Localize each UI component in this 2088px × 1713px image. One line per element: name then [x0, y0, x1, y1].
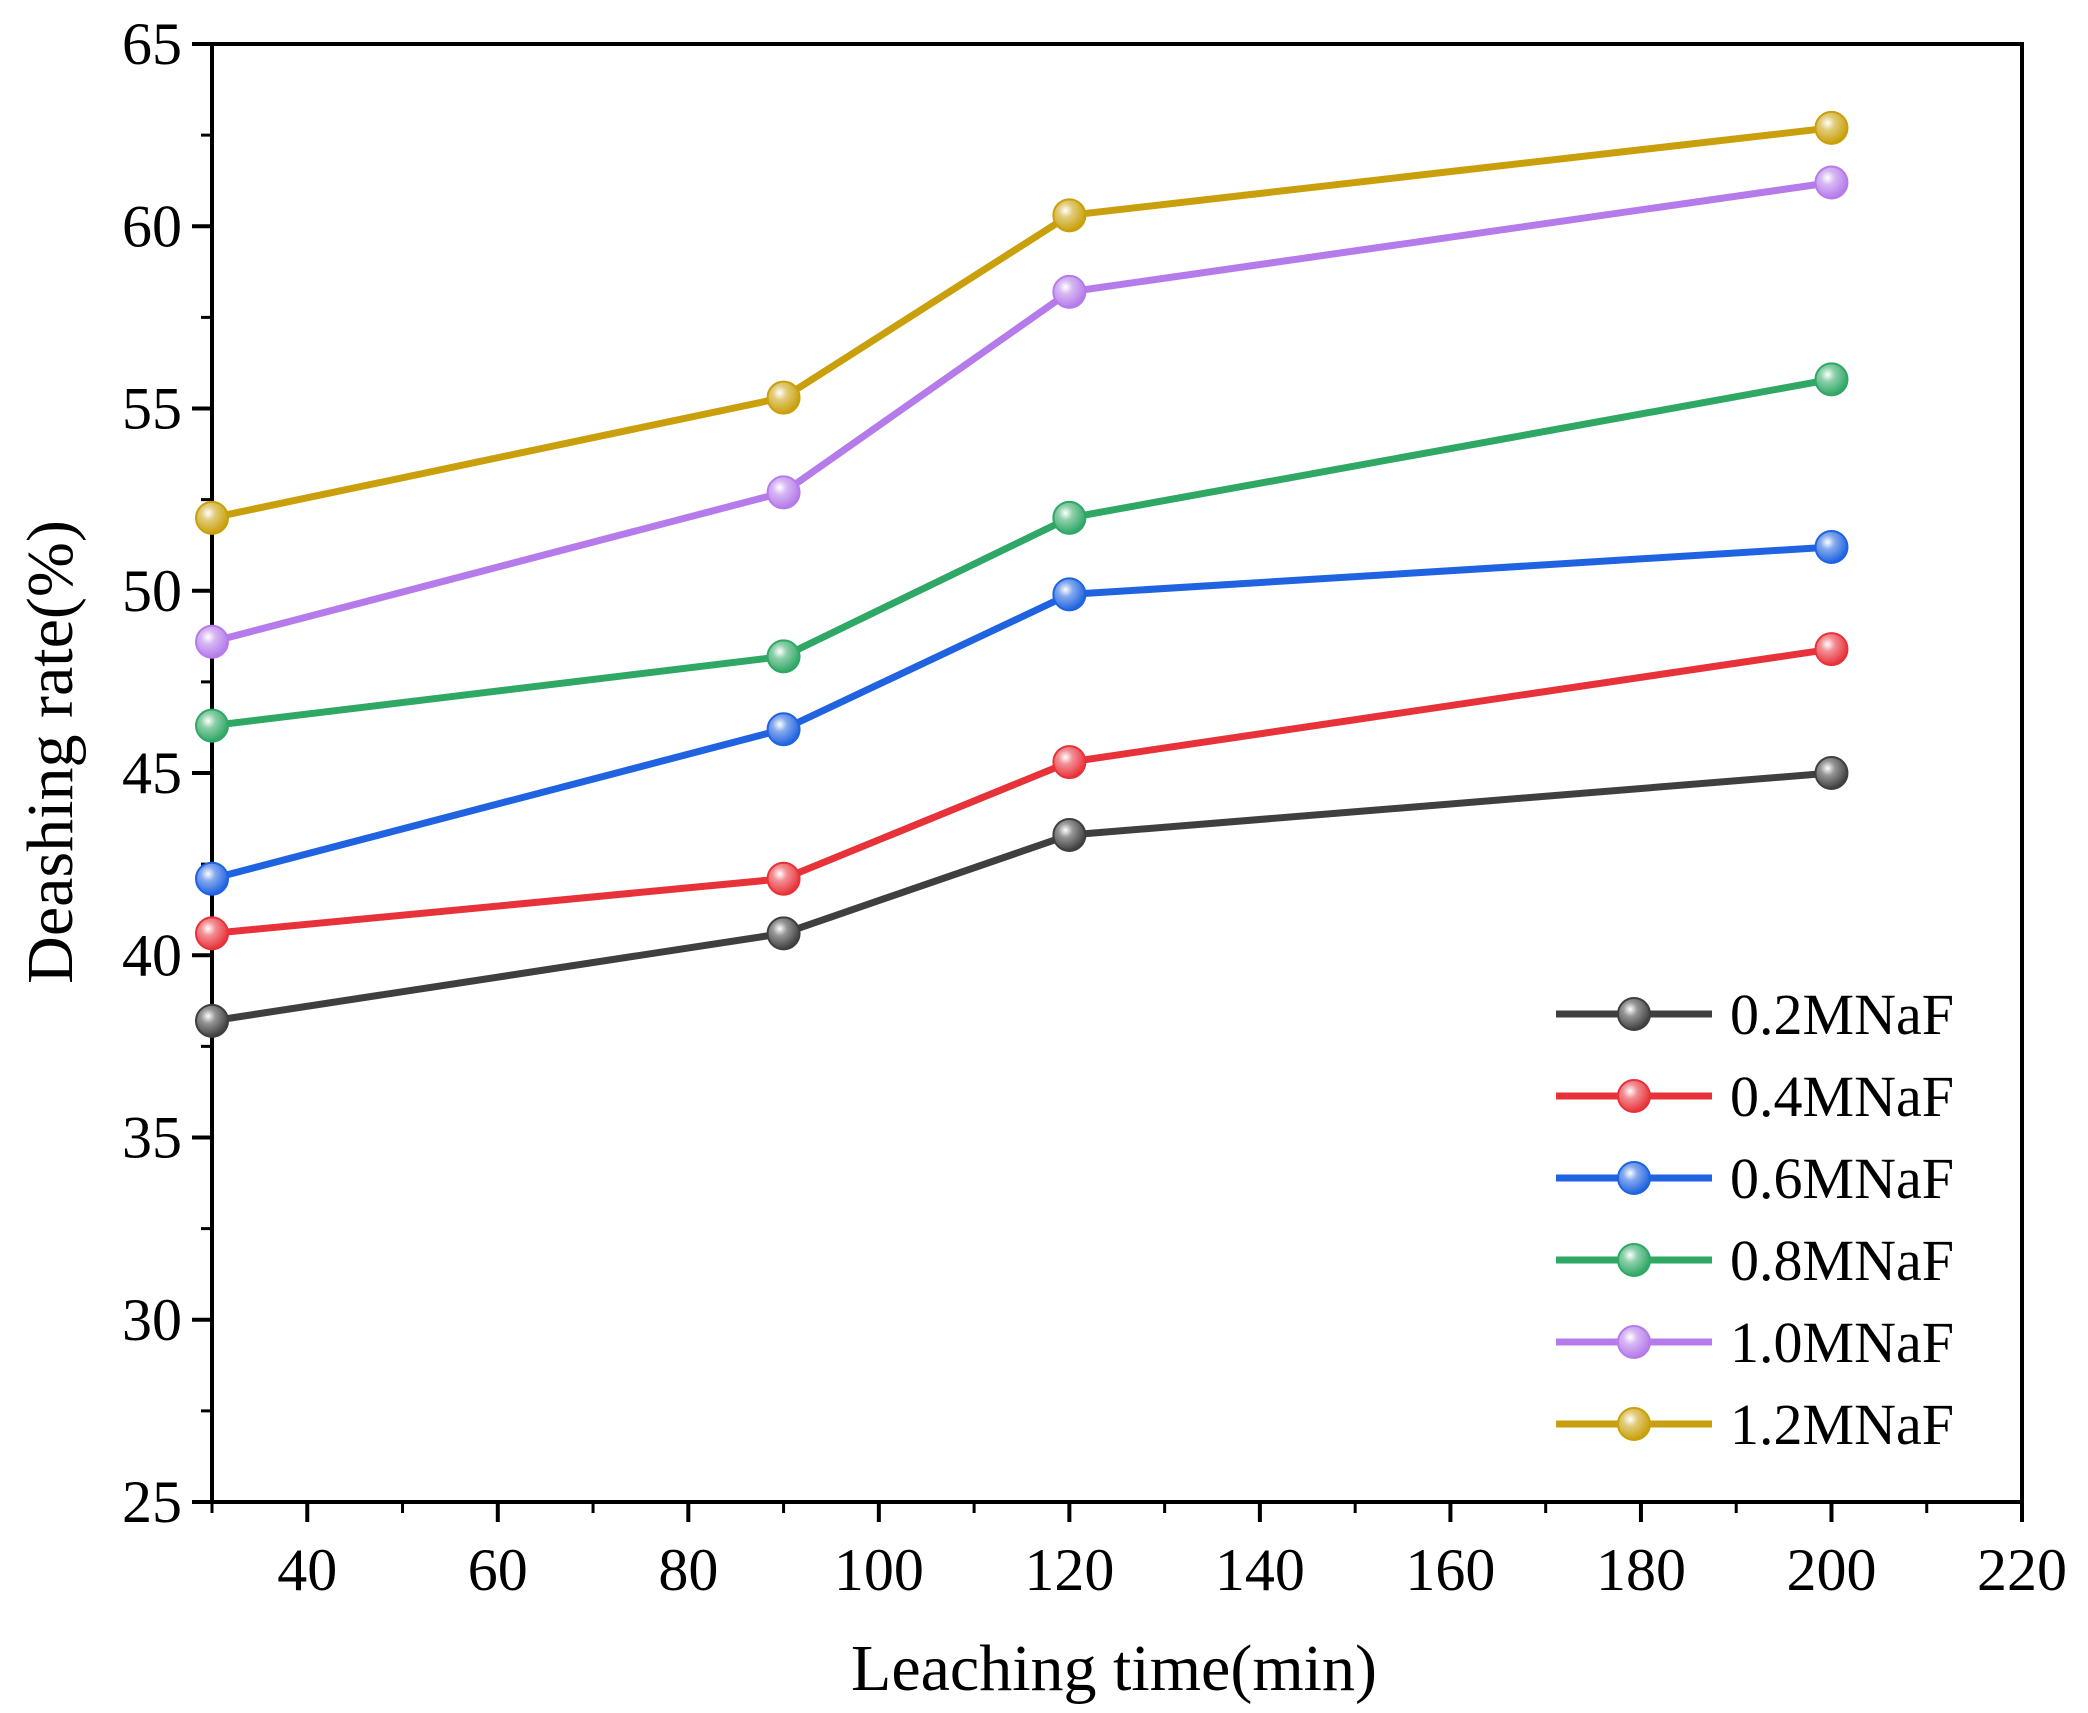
- data-point: [1814, 530, 1849, 565]
- series-0.6MNaF: [195, 530, 1849, 896]
- legend-item: 0.6MNaF: [1556, 1146, 1954, 1211]
- data-point: [1814, 362, 1849, 397]
- data-point: [195, 1003, 229, 1038]
- legend-item: 1.0MNaF: [1556, 1310, 1954, 1375]
- legend-label: 0.8MNaF: [1730, 1228, 1954, 1293]
- x-tick-label: 220: [1977, 1537, 2067, 1603]
- x-tick-label: 200: [1786, 1537, 1876, 1603]
- legend-item: 0.8MNaF: [1556, 1228, 1954, 1293]
- y-axis-title: Deashing rate(%): [14, 520, 87, 984]
- x-tick-label: 100: [834, 1537, 924, 1603]
- data-point: [766, 639, 801, 674]
- series-layer: [195, 110, 1849, 1038]
- data-point: [1052, 500, 1087, 535]
- legend-item: 1.2MNaF: [1556, 1392, 1954, 1457]
- legend-marker: [1617, 1325, 1651, 1359]
- y-tick-label: 30: [122, 1287, 182, 1353]
- data-point: [1814, 165, 1849, 200]
- legend-item: 0.2MNaF: [1556, 982, 1954, 1047]
- y-tick-label: 25: [122, 1469, 182, 1535]
- x-tick-label: 160: [1405, 1537, 1495, 1603]
- series-1.0MNaF: [195, 165, 1849, 659]
- data-point: [766, 712, 801, 747]
- data-point: [195, 708, 229, 743]
- data-point: [1052, 817, 1087, 852]
- series-0.4MNaF: [195, 632, 1849, 951]
- y-tick-label: 65: [122, 11, 182, 77]
- data-point: [1052, 577, 1087, 612]
- legend-marker: [1617, 1407, 1651, 1441]
- legend-label: 0.2MNaF: [1730, 982, 1954, 1047]
- series-0.8MNaF: [195, 362, 1849, 743]
- series-line: [211, 179, 1832, 646]
- series-line: [211, 645, 1832, 937]
- data-point: [766, 916, 801, 951]
- legend-marker: [1617, 1079, 1651, 1113]
- y-tick-label: 40: [122, 922, 182, 988]
- legend-label: 1.2MNaF: [1730, 1392, 1954, 1457]
- data-point: [1814, 756, 1849, 790]
- legend: 0.2MNaF 0.4MNaF 0.6MNaF 0.8MNaF 1.0MNaF 1.2MN…: [1556, 982, 1954, 1457]
- series-0.2MNaF: [195, 756, 1849, 1038]
- data-point: [766, 380, 801, 415]
- data-point: [1052, 745, 1087, 780]
- data-point: [1052, 274, 1087, 309]
- y-tick-label: 55: [122, 376, 182, 442]
- data-point: [195, 500, 229, 535]
- x-tick-label: 120: [1024, 1537, 1114, 1603]
- series-line: [211, 375, 1833, 730]
- legend-marker: [1617, 1161, 1651, 1195]
- y-tick-label: 60: [122, 193, 182, 259]
- y-tick-label: 50: [122, 558, 182, 624]
- legend-marker: [1617, 997, 1651, 1031]
- legend-marker: [1617, 1243, 1651, 1277]
- x-tick-label: 40: [277, 1537, 337, 1603]
- x-tick-label: 80: [658, 1537, 718, 1603]
- legend-label: 1.0MNaF: [1730, 1310, 1954, 1375]
- x-axis-title: Leaching time(min): [851, 1632, 1377, 1705]
- series-line: [211, 769, 1832, 1025]
- data-point: [195, 916, 229, 951]
- axis-ticks: 40 60 80 100 120 140 160 180 200 220 25 30 35 40 45 50 5…: [122, 11, 2067, 1603]
- x-tick-label: 60: [468, 1537, 528, 1603]
- x-tick-label: 140: [1215, 1537, 1305, 1603]
- data-point: [195, 861, 229, 896]
- series-1.2MNaF: [195, 110, 1849, 535]
- legend-label: 0.4MNaF: [1730, 1064, 1954, 1129]
- x-tick-label: 180: [1596, 1537, 1686, 1603]
- series-line: [211, 124, 1832, 522]
- data-point: [766, 475, 801, 510]
- data-point: [1814, 632, 1849, 667]
- y-tick-label: 45: [122, 740, 182, 806]
- data-point: [766, 861, 801, 896]
- data-point: [195, 624, 229, 659]
- y-tick-label: 35: [122, 1105, 182, 1171]
- legend-item: 0.4MNaF: [1556, 1064, 1954, 1129]
- data-point: [1814, 110, 1849, 145]
- data-point: [1052, 198, 1087, 233]
- series-line: [211, 543, 1832, 883]
- legend-label: 0.6MNaF: [1730, 1146, 1954, 1211]
